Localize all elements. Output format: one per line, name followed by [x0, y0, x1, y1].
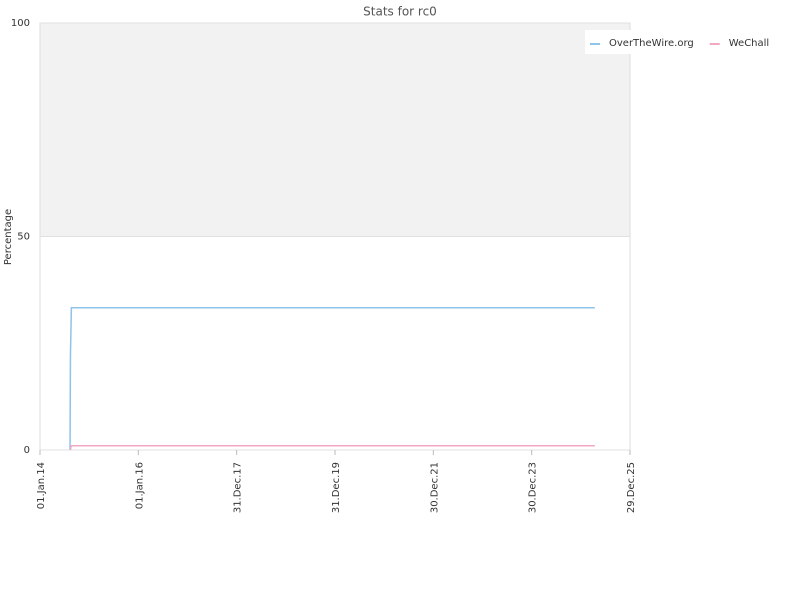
legend-box: [585, 30, 790, 54]
x-tick-label: 30.Dec.23: [528, 462, 539, 513]
y-tick-label: 50: [17, 232, 30, 243]
legend-label: OverTheWire.org: [609, 38, 694, 49]
series-line: [69, 444, 595, 451]
y-axis-label: Percentage: [3, 209, 14, 265]
x-tick-label: 01.Jan.14: [36, 462, 47, 509]
legend-label: WeChall: [729, 38, 769, 49]
x-tick-label: 29.Dec.25: [626, 462, 637, 513]
legend: OverTheWire.org WeChall: [585, 30, 790, 54]
y-tick-label: 100: [11, 18, 30, 29]
y-tick-label: 0: [24, 445, 30, 456]
series-line: [69, 307, 595, 451]
chart-title: Stats for rc0: [363, 5, 437, 19]
x-tick-label: 31.Dec.17: [233, 462, 244, 513]
plot-band: [40, 23, 630, 237]
x-tick-label: 31.Dec.19: [331, 462, 342, 513]
x-tick-label: 01.Jan.16: [134, 462, 145, 509]
x-tick-label: 30.Dec.21: [429, 462, 440, 513]
